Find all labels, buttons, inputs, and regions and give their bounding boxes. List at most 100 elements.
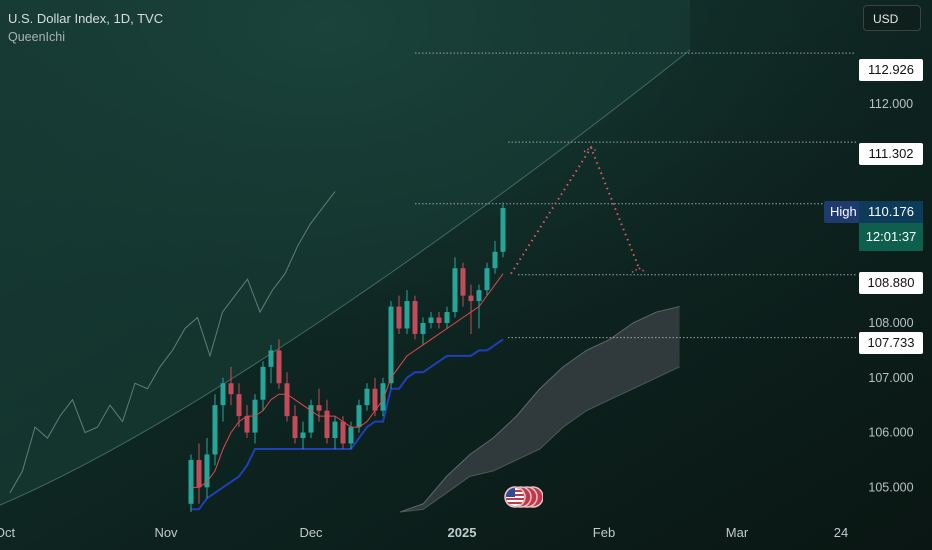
kijun-polyline [191,338,504,511]
flag-icon[interactable] [503,484,543,510]
candle-body [444,312,450,323]
candle-body [348,427,354,444]
last-price-tag: 110.176 [859,201,923,223]
candle-body [188,459,194,504]
candle-body [212,405,218,455]
chart-title: U.S. Dollar Index, 1D, TVC [8,11,164,26]
candle-body [388,306,394,384]
x-tick-label: Feb [593,525,615,540]
candle-body [228,383,234,395]
candle [444,306,450,329]
chart-title-block: U.S. Dollar Index, 1D, TVC QueenIchi [8,9,163,47]
candle-body [476,290,482,302]
candle [268,344,274,384]
forecast-path [510,145,647,275]
candle-body [468,295,474,302]
level-label: 112.926 [859,59,923,81]
candle [188,454,194,512]
candle-body [300,432,306,439]
candle-body [316,405,322,411]
candle-body [356,405,362,428]
x-tick-label: Dec [299,525,323,540]
candle [460,262,466,307]
candle-body [324,410,330,439]
bar-countdown: 12:01:37 [859,223,923,251]
level-label: 108.880 [859,272,923,294]
y-tick-label: 107.000 [868,371,913,385]
candle-body [412,301,418,334]
candle [260,361,266,411]
candle [220,377,226,422]
level-label: 111.302 [859,143,923,165]
candle-body [460,268,466,296]
candle-body [500,207,506,252]
candle-body [332,421,338,439]
candle-body [380,383,386,411]
author-name: QueenIchi [8,30,65,44]
forecast-arrowhead [631,267,647,273]
candle-body [340,421,346,444]
channel-line [0,49,691,506]
ichimoku-cloud [399,306,680,513]
lagging-span [9,191,336,494]
candle-body [196,459,202,488]
candles [188,202,506,512]
cloud-span-b [399,366,680,513]
candle [412,295,418,340]
candle [204,438,210,499]
candle [348,421,354,449]
x-tick-label: 2025 [448,525,477,540]
candle-body [260,366,266,400]
lagging-line [9,191,336,494]
y-tick-label: 108.000 [868,316,913,330]
candle-body [428,317,434,323]
candle [492,240,498,274]
candle [236,383,242,428]
y-tick-label: 106.000 [868,426,913,440]
tenkan-line [191,273,504,488]
x-tick-label: 24 [834,525,848,540]
candle [364,383,370,411]
tenkan-polyline [191,273,504,488]
candle [500,202,506,258]
candle-body [484,268,490,291]
candle-body [404,301,410,329]
candle-body [436,317,442,323]
candle [396,295,402,334]
candle-body [276,350,282,384]
forecast-arrowhead [583,146,599,153]
candle-body [364,388,370,406]
y-tick-label: 112.000 [869,97,913,111]
candle-body [204,454,210,488]
candle-body [420,323,426,334]
candle [404,290,410,334]
candle [228,366,234,406]
candle [244,405,250,439]
x-tick-label: Mar [726,525,749,540]
candle [300,421,306,449]
candle [372,377,378,417]
candle [212,394,218,466]
x-axis: Oct Nov Dec 2025 Feb Mar 24 [0,525,848,540]
candle [324,399,330,444]
candle-body [284,383,290,417]
candle [380,377,386,417]
candle [428,312,434,329]
candle [284,372,290,422]
y-tick-label: 105.000 [868,480,913,494]
candle-body [372,388,378,411]
level-lines [415,52,856,339]
x-tick-label: Nov [154,525,178,540]
cloud-span-a [399,306,680,513]
x-tick-label: Oct [0,525,15,540]
currency-button[interactable]: USD [863,5,921,31]
candle [276,339,282,389]
candle-body [292,416,298,439]
candle-body [396,306,402,329]
candle [292,405,298,444]
kijun-line [191,338,504,511]
candle [436,312,442,329]
candle-body [492,251,498,269]
candle [452,257,458,318]
